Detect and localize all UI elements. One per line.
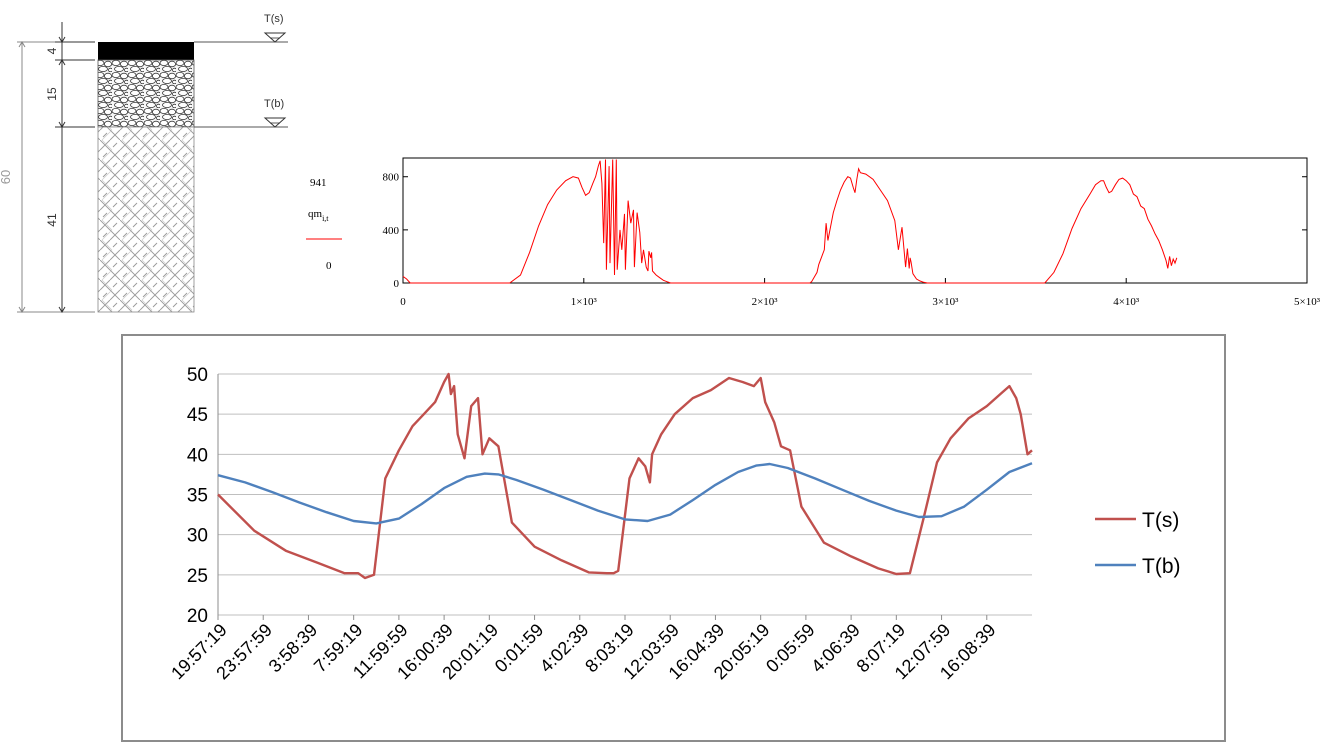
y-tick-label: 35 (187, 486, 208, 507)
level-label-ts: T(s) (264, 13, 284, 25)
level-marker-icon (263, 32, 287, 43)
x-tick-label: 3:58:39 (265, 620, 322, 677)
gravel-layer (97, 59, 195, 128)
x-tick-label: 5×10³ (1294, 296, 1321, 308)
x-tick-label: 4:06:39 (807, 620, 864, 677)
excel-chart-frame (121, 334, 1226, 742)
dim-label-4: 4 (45, 47, 59, 54)
x-tick-label: 3×10³ (932, 296, 959, 308)
dim-label-41: 41 (45, 213, 59, 227)
dim-label-15: 15 (45, 87, 59, 101)
y-tick-label: 30 (187, 526, 208, 547)
subgrade-layer (97, 126, 195, 313)
y-tick-label: 50 (187, 365, 208, 386)
plot-frame (402, 157, 1308, 284)
legend-label: T(b) (1142, 555, 1181, 578)
y-tick-label: 25 (187, 566, 208, 587)
y-tick-label: 400 (383, 225, 400, 237)
y-variable-label: qmi,t (308, 208, 329, 223)
y-tick-label: 45 (187, 405, 208, 426)
x-tick-label: 1×10³ (571, 296, 598, 308)
y-tick-label: 40 (187, 445, 208, 466)
level-label-tb: T(b) (264, 98, 284, 110)
ts-series-line (217, 372, 1033, 580)
x-tick-label: 0:01:59 (491, 620, 548, 677)
excel-chart: 20 25 30 35 40 45 50 19:57:19 23:57:59 3:58:39 7:… (120, 333, 1226, 742)
y-min-label: 0 (326, 260, 332, 272)
y-tick-label: 20 (187, 606, 208, 627)
x-tick-label: 4×10³ (1113, 296, 1140, 308)
layer-section-diagram: 60 4 15 41 T(s) T(b) (0, 0, 300, 318)
y-max-label: 941 (310, 177, 327, 189)
legend-label: T(s) (1142, 509, 1179, 532)
qm-series-line (402, 159, 1178, 284)
x-tick-label: 0:05:59 (762, 620, 819, 677)
layer-section-svg: 60 4 15 41 T(s) T(b) (0, 13, 288, 313)
level-marker-icon (263, 117, 287, 128)
y-tick-label: 800 (383, 172, 400, 184)
mathcad-plot: 941 qmi,t 0 0 1×10³ 2×10³ 3×10³ 4×10³ 5×10³ 0 4… (300, 150, 1334, 325)
x-tick-label: 2×10³ (752, 296, 779, 308)
x-tick-label: 4:02:39 (536, 620, 593, 677)
mathcad-plot-svg: 941 qmi,t 0 0 1×10³ 2×10³ 3×10³ 4×10³ 5×10³ 0 4… (306, 157, 1321, 308)
x-tick-label: 0 (400, 296, 406, 308)
tb-series-line (217, 462, 1033, 525)
y-tick-label: 0 (394, 278, 400, 290)
total-depth-label: 60 (0, 170, 13, 184)
surface-layer (98, 42, 194, 60)
